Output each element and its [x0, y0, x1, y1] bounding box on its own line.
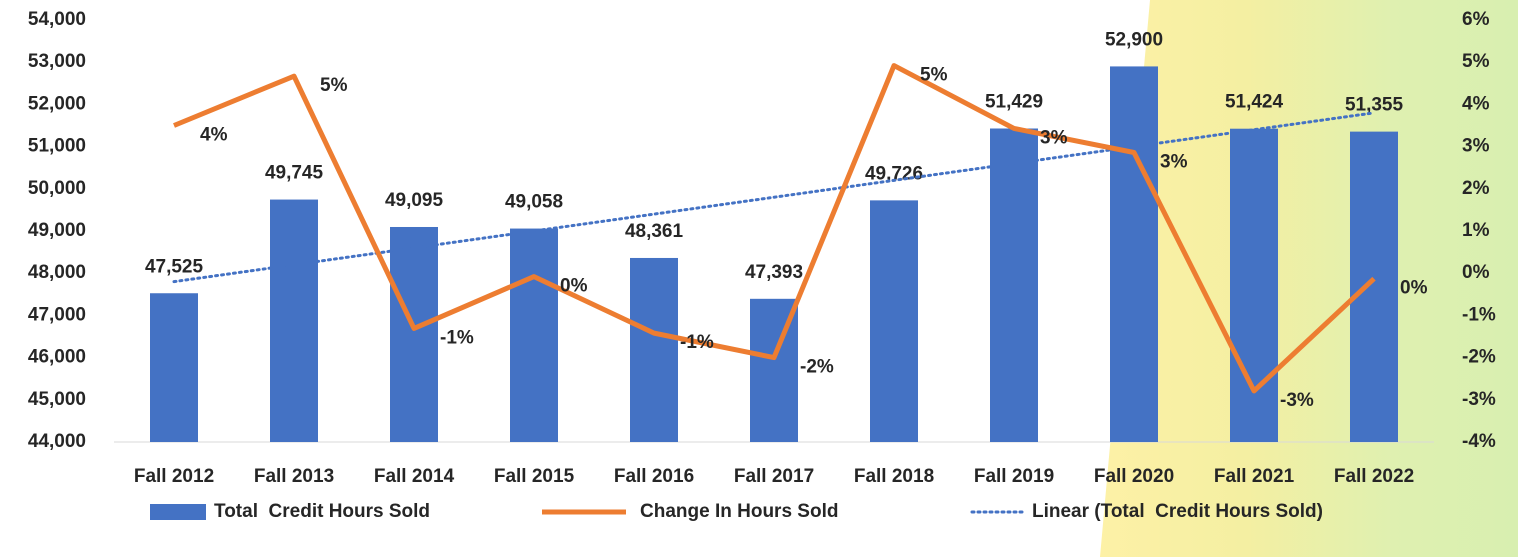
line-value-label: -2% [800, 357, 834, 378]
y-tick-label: 48,000 [28, 262, 86, 283]
x-tick-label: Fall 2015 [494, 466, 575, 487]
y2-tick-label: -2% [1462, 347, 1496, 368]
bar [510, 228, 558, 442]
bar-value-label: 49,058 [505, 192, 563, 213]
x-tick-label: Fall 2012 [134, 466, 214, 487]
y2-tick-label: 5% [1462, 51, 1490, 72]
bar [630, 257, 678, 442]
x-tick-label: Fall 2022 [1334, 466, 1414, 487]
x-tick-label: Fall 2013 [254, 466, 334, 487]
x-tick-label: Fall 2019 [974, 466, 1054, 487]
y-tick-label: 52,000 [28, 93, 86, 114]
line-value-label: -1% [440, 327, 474, 348]
bar-value-label: 51,424 [1225, 92, 1284, 113]
bar-value-label: 49,745 [265, 163, 324, 184]
y-tick-label: 47,000 [28, 304, 86, 325]
y2-tick-label: 2% [1462, 178, 1490, 199]
bar [150, 293, 198, 442]
x-tick-label: Fall 2020 [1094, 466, 1174, 487]
bar [1230, 128, 1278, 442]
line-value-label: -1% [680, 332, 714, 353]
legend-label: Total Credit Hours Sold [214, 501, 430, 522]
y-tick-label: 54,000 [28, 9, 86, 30]
bar-value-label: 51,355 [1345, 95, 1404, 116]
x-tick-label: Fall 2021 [1214, 466, 1295, 487]
line-value-label: 3% [1040, 127, 1068, 148]
bar [1350, 131, 1398, 442]
x-tick-label: Fall 2018 [854, 466, 934, 487]
trendline [172, 111, 1376, 284]
line-value-label: 0% [560, 276, 588, 297]
bar [390, 226, 438, 442]
line-value-label: 3% [1160, 152, 1188, 173]
bar-value-label: 48,361 [625, 221, 684, 242]
y-tick-label: 45,000 [28, 389, 86, 410]
y-tick-label: 44,000 [28, 431, 86, 452]
x-tick-label: Fall 2016 [614, 466, 694, 487]
y-tick-label: 53,000 [28, 51, 86, 72]
bar-value-label: 52,900 [1105, 29, 1163, 50]
line-value-label: 5% [920, 65, 948, 86]
y-tick-label: 51,000 [28, 136, 86, 157]
line-value-label: 5% [320, 75, 348, 96]
legend-label: Change In Hours Sold [640, 501, 838, 522]
bar [870, 200, 918, 442]
y2-tick-label: -1% [1462, 304, 1496, 325]
bar-value-label: 51,429 [985, 92, 1043, 113]
y-tick-label: 46,000 [28, 347, 86, 368]
legend-swatch [150, 504, 206, 520]
y2-tick-label: 3% [1462, 136, 1490, 157]
y2-tick-label: 0% [1462, 262, 1490, 283]
line-value-label: -3% [1280, 390, 1314, 411]
x-tick-label: Fall 2014 [374, 466, 455, 487]
bar [1110, 66, 1158, 443]
y-tick-label: 50,000 [28, 178, 86, 199]
line-value-label: 0% [1400, 278, 1428, 299]
y-tick-label: 49,000 [28, 220, 86, 241]
y2-tick-label: 1% [1462, 220, 1490, 241]
bar [990, 128, 1038, 442]
bar-value-label: 49,726 [865, 163, 923, 184]
bar-value-label: 49,095 [385, 190, 444, 211]
x-tick-label: Fall 2017 [734, 466, 814, 487]
y2-tick-label: -4% [1462, 431, 1496, 452]
bar-value-label: 47,525 [145, 256, 204, 277]
line [173, 63, 1376, 394]
line-value-label: 4% [200, 125, 228, 146]
bar [270, 199, 318, 442]
bar-value-label: 47,393 [745, 262, 803, 283]
y2-tick-label: -3% [1462, 389, 1496, 410]
background-highlight [1100, 0, 1518, 557]
y2-tick-label: 6% [1462, 9, 1490, 30]
legend-label: Linear (Total Credit Hours Sold) [1032, 501, 1323, 522]
y2-tick-label: 4% [1462, 93, 1490, 114]
